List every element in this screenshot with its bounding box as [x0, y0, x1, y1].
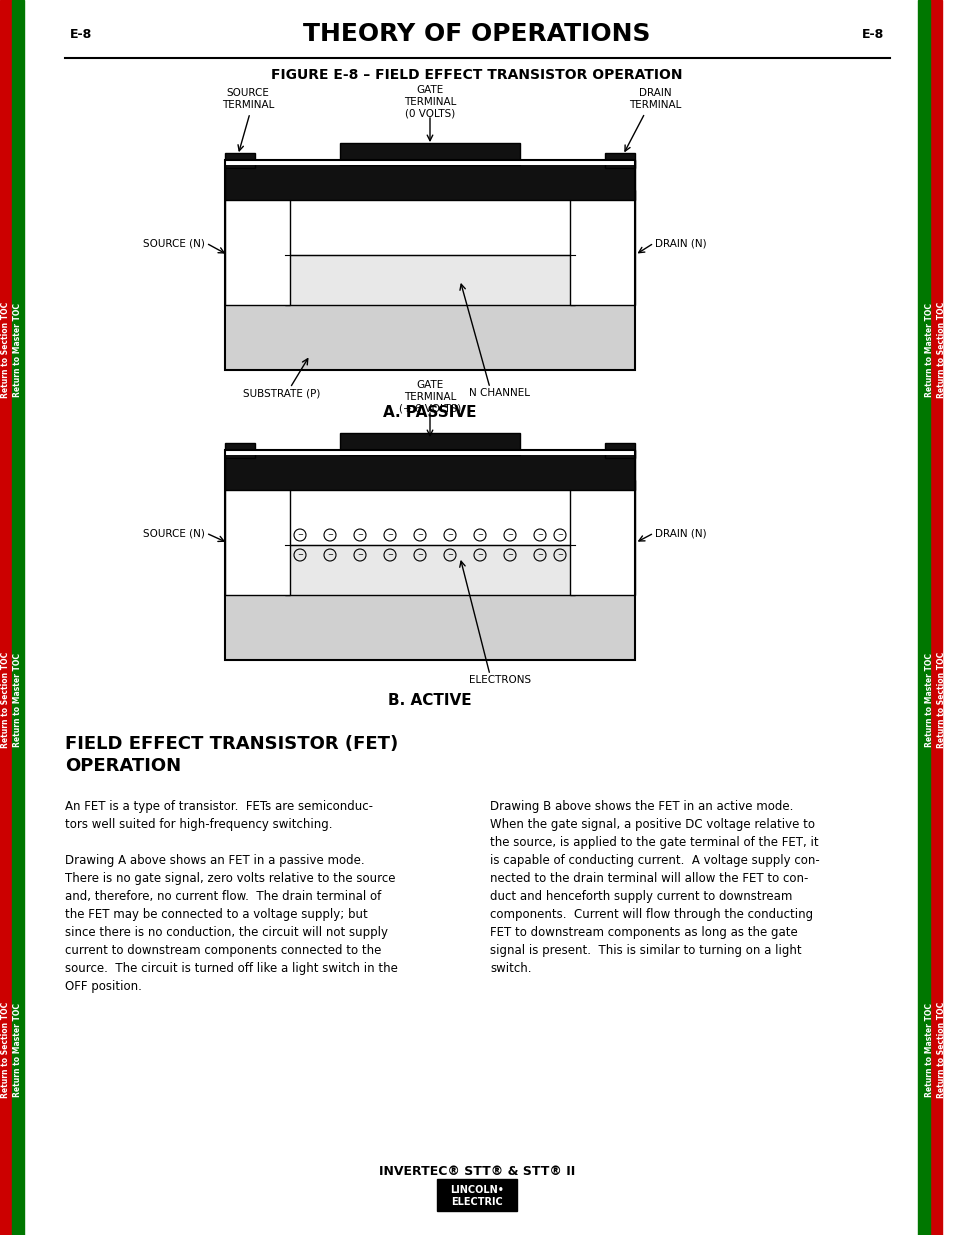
- Text: Return to Master TOC: Return to Master TOC: [13, 303, 23, 396]
- Text: −: −: [296, 532, 303, 538]
- Bar: [917, 0, 929, 1235]
- Bar: [339, 433, 519, 454]
- Bar: [225, 450, 635, 659]
- Text: FIGURE E-8 – FIELD EFFECT TRANSISTOR OPERATION: FIGURE E-8 – FIELD EFFECT TRANSISTOR OPE…: [271, 68, 682, 82]
- Text: Return to Master TOC: Return to Master TOC: [13, 653, 23, 747]
- Text: −: −: [447, 552, 453, 558]
- Text: Return to Master TOC: Return to Master TOC: [924, 653, 934, 747]
- Text: −: −: [356, 552, 362, 558]
- Bar: [339, 143, 519, 165]
- Text: −: −: [416, 552, 422, 558]
- Text: A. PASSIVE: A. PASSIVE: [383, 405, 476, 420]
- Text: −: −: [537, 532, 542, 538]
- Text: −: −: [476, 532, 482, 538]
- Text: −: −: [416, 532, 422, 538]
- Bar: [285, 254, 575, 305]
- Bar: [0, 0, 12, 1235]
- Text: E-8: E-8: [861, 28, 883, 41]
- Text: B. ACTIVE: B. ACTIVE: [388, 693, 472, 708]
- Text: GATE
TERMINAL
(0 VOLTS): GATE TERMINAL (0 VOLTS): [403, 85, 456, 119]
- Text: −: −: [387, 532, 393, 538]
- Bar: [225, 450, 635, 454]
- Bar: [569, 480, 635, 595]
- Text: SOURCE (N): SOURCE (N): [143, 529, 205, 538]
- Bar: [225, 161, 635, 165]
- Text: Return to Section TOC: Return to Section TOC: [937, 301, 945, 398]
- Text: −: −: [327, 532, 333, 538]
- Text: −: −: [327, 552, 333, 558]
- Text: −: −: [537, 552, 542, 558]
- Text: E-8: E-8: [70, 28, 92, 41]
- Text: Return to Master TOC: Return to Master TOC: [924, 303, 934, 396]
- Text: GATE
TERMINAL
(+ 6 VOLTS): GATE TERMINAL (+ 6 VOLTS): [398, 380, 460, 414]
- Text: SOURCE (N): SOURCE (N): [143, 238, 205, 248]
- Text: LINCOLN•: LINCOLN•: [450, 1186, 503, 1195]
- Text: INVERTEC® STT® & STT® II: INVERTEC® STT® & STT® II: [378, 1165, 575, 1178]
- Text: −: −: [387, 552, 393, 558]
- Bar: [604, 443, 635, 458]
- Text: SOURCE
TERMINAL: SOURCE TERMINAL: [222, 88, 274, 110]
- Bar: [225, 300, 635, 370]
- Text: −: −: [557, 532, 562, 538]
- Text: DRAIN
TERMINAL: DRAIN TERMINAL: [628, 88, 680, 110]
- Bar: [225, 590, 635, 659]
- Text: Return to Section TOC: Return to Section TOC: [2, 301, 10, 398]
- Bar: [225, 450, 635, 490]
- Bar: [225, 480, 290, 595]
- Text: −: −: [476, 552, 482, 558]
- Text: THEORY OF OPERATIONS: THEORY OF OPERATIONS: [303, 22, 650, 46]
- Bar: [12, 0, 24, 1235]
- Text: −: −: [507, 552, 513, 558]
- Bar: [225, 153, 254, 168]
- Text: −: −: [356, 532, 362, 538]
- Bar: [569, 190, 635, 305]
- Bar: [285, 545, 575, 595]
- Text: −: −: [447, 532, 453, 538]
- Bar: [604, 153, 635, 168]
- Text: SUBSTRATE (P): SUBSTRATE (P): [243, 388, 320, 398]
- Text: Return to Master TOC: Return to Master TOC: [924, 1003, 934, 1097]
- Bar: [225, 443, 254, 458]
- Text: Return to Section TOC: Return to Section TOC: [937, 1002, 945, 1098]
- Text: Drawing B above shows the FET in an active mode.
When the gate signal, a positiv: Drawing B above shows the FET in an acti…: [490, 800, 819, 974]
- Text: −: −: [507, 532, 513, 538]
- Bar: [225, 161, 635, 200]
- Text: ELECTRONS: ELECTRONS: [469, 676, 531, 685]
- Text: An FET is a type of transistor.  FETs are semiconduc-
tors well suited for high-: An FET is a type of transistor. FETs are…: [65, 800, 397, 993]
- Text: Return to Master TOC: Return to Master TOC: [13, 1003, 23, 1097]
- Text: Return to Section TOC: Return to Section TOC: [937, 652, 945, 748]
- Text: −: −: [296, 552, 303, 558]
- Text: ELECTRIC: ELECTRIC: [451, 1197, 502, 1207]
- Bar: [225, 190, 290, 305]
- Text: −: −: [557, 552, 562, 558]
- Text: N CHANNEL: N CHANNEL: [469, 388, 530, 398]
- Text: Return to Section TOC: Return to Section TOC: [2, 652, 10, 748]
- Bar: [436, 1179, 517, 1212]
- Text: FIELD EFFECT TRANSISTOR (FET)
OPERATION: FIELD EFFECT TRANSISTOR (FET) OPERATION: [65, 735, 397, 776]
- Bar: [929, 0, 941, 1235]
- Text: DRAIN (N): DRAIN (N): [655, 238, 706, 248]
- Text: Return to Section TOC: Return to Section TOC: [2, 1002, 10, 1098]
- Bar: [225, 161, 635, 370]
- Text: DRAIN (N): DRAIN (N): [655, 529, 706, 538]
